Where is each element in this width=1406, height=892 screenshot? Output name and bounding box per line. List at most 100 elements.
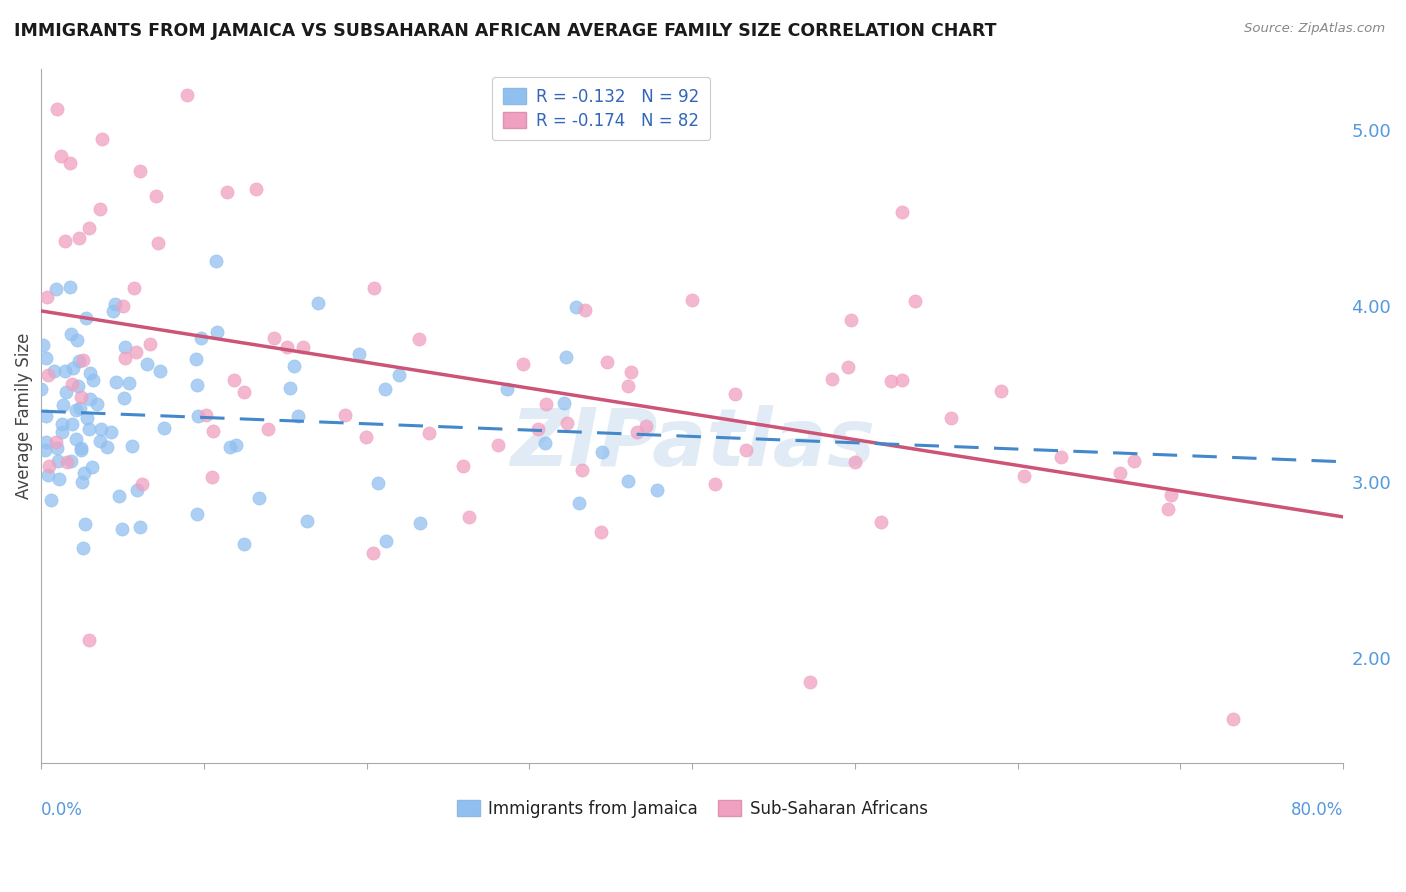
Point: [205, 325, 228, 339]
Point: [418, 425, 440, 440]
Point: [67, 354, 90, 368]
Point: [219, 440, 242, 454]
Point: [1222, 712, 1244, 726]
Point: [839, 312, 862, 326]
Point: [186, 507, 208, 521]
Point: [51, 148, 73, 162]
Point: [201, 470, 224, 484]
Point: [176, 87, 198, 102]
Point: [526, 422, 548, 436]
Point: [869, 516, 891, 530]
Point: [681, 293, 703, 307]
Point: [409, 516, 432, 531]
Point: [38, 459, 60, 474]
Point: [53, 235, 76, 249]
Point: [735, 442, 758, 457]
Point: [69, 401, 91, 416]
Point: [118, 376, 141, 391]
Point: [60, 454, 83, 468]
Point: [190, 331, 212, 345]
Point: [287, 409, 309, 423]
Point: [222, 373, 245, 387]
Point: [66, 378, 89, 392]
Point: [512, 357, 534, 371]
Point: [104, 297, 127, 311]
Point: [571, 463, 593, 477]
Point: [121, 439, 143, 453]
Point: [62, 360, 84, 375]
Point: [51, 417, 73, 431]
Point: [35, 351, 58, 365]
Point: [70, 443, 93, 458]
Point: [128, 520, 150, 534]
Point: [59, 326, 82, 341]
Point: [534, 397, 557, 411]
Point: [35, 409, 58, 423]
Point: [880, 374, 903, 388]
Point: [67, 231, 90, 245]
Point: [307, 296, 329, 310]
Point: [184, 351, 207, 366]
Point: [111, 299, 134, 313]
Point: [89, 434, 111, 449]
Point: [891, 373, 914, 387]
Point: [76, 411, 98, 425]
Point: [361, 546, 384, 560]
Point: [195, 408, 218, 422]
Point: [356, 430, 378, 444]
Point: [941, 410, 963, 425]
Text: IMMIGRANTS FROM JAMAICA VS SUBSAHARAN AFRICAN AVERAGE FAMILY SIZE CORRELATION CH: IMMIGRANTS FROM JAMAICA VS SUBSAHARAN AF…: [14, 22, 997, 40]
Point: [204, 254, 226, 268]
Point: [990, 384, 1012, 399]
Point: [374, 383, 396, 397]
Point: [128, 164, 150, 178]
Point: [96, 441, 118, 455]
Point: [45, 103, 67, 117]
Point: [821, 372, 844, 386]
Point: [31, 382, 53, 396]
Point: [52, 398, 75, 412]
Point: [457, 509, 479, 524]
Point: [486, 438, 509, 452]
Point: [111, 523, 134, 537]
Point: [291, 340, 314, 354]
Point: [114, 340, 136, 354]
Point: [904, 293, 927, 308]
Point: [45, 435, 67, 450]
Point: [79, 422, 101, 436]
Point: [553, 396, 575, 410]
Point: [72, 352, 94, 367]
Point: [146, 235, 169, 250]
Point: [554, 350, 576, 364]
Point: [53, 364, 76, 378]
Point: [56, 455, 79, 469]
Point: [139, 337, 162, 351]
Point: [32, 337, 55, 351]
Point: [186, 378, 208, 392]
Point: [367, 475, 389, 490]
Point: [617, 474, 640, 488]
Point: [799, 674, 821, 689]
Legend: Immigrants from Jamaica, Sub-Saharan Africans: Immigrants from Jamaica, Sub-Saharan Afr…: [450, 793, 935, 824]
Point: [114, 351, 136, 365]
Point: [51, 425, 73, 440]
Point: [79, 392, 101, 407]
Y-axis label: Average Family Size: Average Family Size: [15, 333, 32, 499]
Point: [408, 332, 430, 346]
Point: [72, 466, 94, 480]
Point: [55, 384, 77, 399]
Point: [217, 185, 239, 199]
Point: [103, 304, 125, 318]
Point: [39, 492, 62, 507]
Point: [232, 537, 254, 551]
Point: [136, 357, 159, 371]
Point: [704, 476, 727, 491]
Point: [534, 435, 557, 450]
Point: [66, 333, 89, 347]
Point: [65, 402, 87, 417]
Point: [70, 390, 93, 404]
Point: [347, 347, 370, 361]
Point: [100, 425, 122, 440]
Point: [724, 387, 747, 401]
Text: 0.0%: 0.0%: [41, 801, 83, 820]
